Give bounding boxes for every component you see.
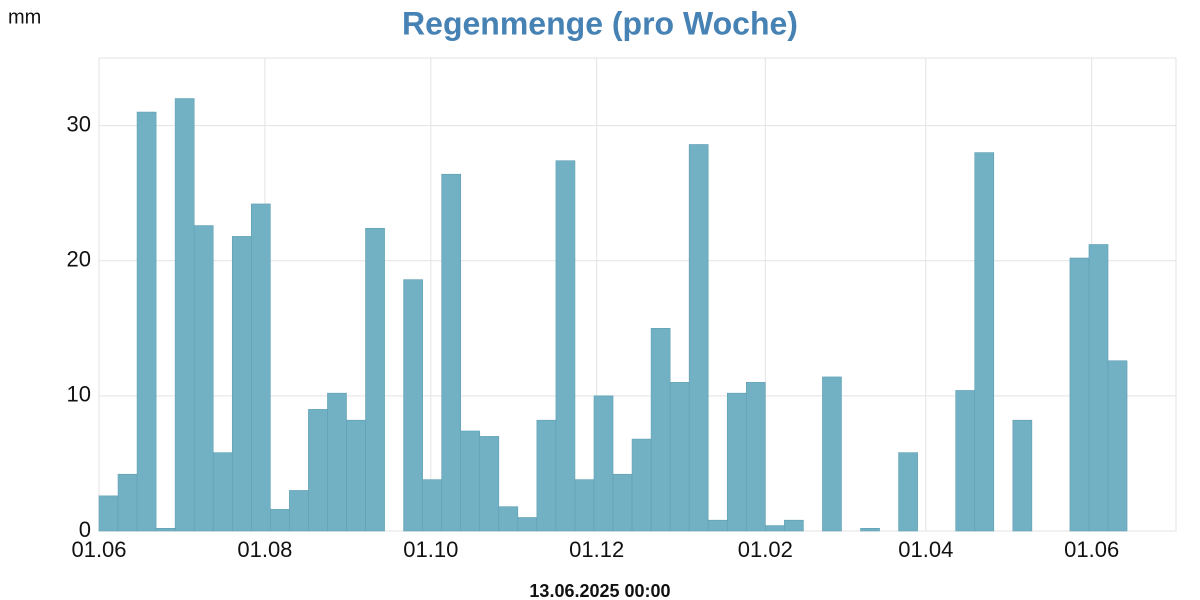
- bar: [593, 395, 614, 532]
- x-tick-label: 01.06: [1064, 537, 1119, 562]
- bar: [650, 327, 671, 532]
- bar: [155, 527, 176, 532]
- bar: [327, 392, 347, 532]
- y-tick-label: 0: [79, 517, 91, 542]
- y-axis-label: mm: [8, 6, 41, 28]
- bar: [860, 527, 880, 532]
- bar: [1012, 419, 1033, 532]
- bar: [1107, 360, 1128, 532]
- bar: [270, 509, 290, 532]
- x-tick-label: 01.02: [738, 537, 793, 562]
- x-tick-label: 01.06: [71, 537, 126, 562]
- bar: [212, 452, 233, 532]
- bar: [669, 382, 690, 532]
- bar: [289, 490, 309, 532]
- bar: [612, 473, 633, 532]
- bar: [422, 479, 442, 532]
- x-tick-label: 01.10: [403, 537, 458, 562]
- bar: [479, 436, 500, 532]
- bar: [460, 430, 481, 532]
- bar: [784, 519, 804, 532]
- x-axis-label: 13.06.2025 00:00: [529, 581, 670, 600]
- bar: [974, 152, 995, 532]
- bar: [822, 376, 842, 532]
- bar: [574, 479, 595, 532]
- bar: [231, 236, 252, 532]
- bar: [726, 392, 747, 532]
- bar: [688, 144, 709, 532]
- bar: [536, 419, 557, 532]
- bar: [765, 525, 785, 532]
- x-tick-label: 01.08: [237, 537, 292, 562]
- bar: [1069, 257, 1090, 532]
- bar: [308, 409, 328, 532]
- y-tick-label: 10: [67, 382, 91, 407]
- bar: [346, 419, 366, 532]
- bar: [251, 203, 271, 532]
- bar: [441, 173, 462, 532]
- bar: [498, 506, 519, 532]
- x-tick-label: 01.12: [569, 537, 624, 562]
- chart-title: Regenmenge (pro Woche): [402, 5, 798, 41]
- bar: [745, 382, 766, 532]
- bar: [98, 495, 119, 532]
- bar: [898, 452, 918, 532]
- bar: [707, 519, 728, 532]
- bar: [136, 111, 157, 532]
- y-tick-label: 30: [67, 111, 91, 136]
- bar: [955, 390, 976, 532]
- bar: [631, 438, 652, 532]
- bar: [403, 279, 423, 532]
- bar: [365, 227, 385, 532]
- bar: [117, 473, 138, 532]
- bar: [193, 225, 214, 532]
- bar: [517, 517, 538, 532]
- bar: [555, 160, 576, 532]
- x-tick-label: 01.04: [898, 537, 953, 562]
- bar: [1088, 244, 1109, 532]
- bar: [174, 98, 195, 532]
- y-tick-label: 20: [67, 247, 91, 272]
